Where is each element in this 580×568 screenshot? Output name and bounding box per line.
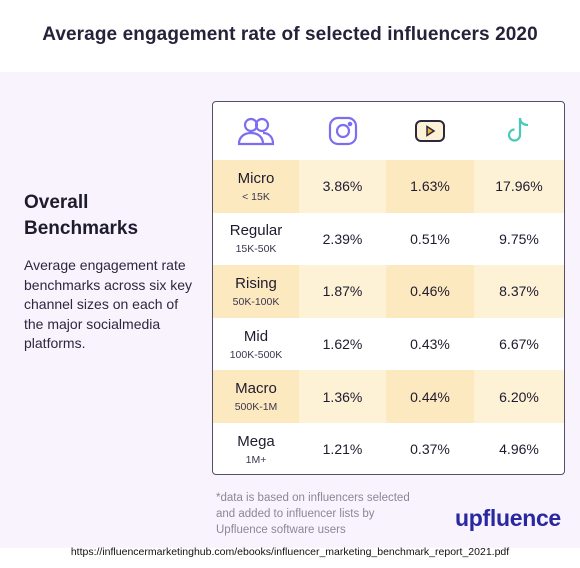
instagram-rate: 1.36% [322, 388, 363, 405]
instagram-rate: 1.21% [322, 441, 363, 458]
size-range: < 15K [242, 190, 270, 203]
table-row: Mega 1M+ 1.21% 0.37% 4.96% [213, 423, 564, 474]
footnote: *data is based on influencers selected a… [216, 492, 410, 536]
youtube-rate: 0.44% [410, 388, 450, 405]
instagram-rate: 3.86% [322, 178, 363, 195]
source-url: https://influencermarketinghub.com/ebook… [70, 546, 510, 558]
instagram-rate: 1.62% [322, 336, 363, 353]
section-heading: Overall Benchmarks [24, 192, 139, 239]
brand-logo: upfluence [455, 505, 561, 531]
instagram-icon [299, 102, 386, 160]
size-label: Mid [243, 327, 269, 345]
size-label: Micro [237, 169, 275, 187]
table-row: Macro 500K-1M 1.36% 0.44% 6.20% [213, 370, 564, 423]
tiktok-rate: 17.96% [495, 178, 543, 195]
instagram-rate: 1.87% [322, 283, 363, 300]
youtube-rate: 1.63% [410, 178, 450, 195]
benchmark-table: Micro < 15K 3.86% 1.63% 17.96% Regular 1… [212, 101, 565, 475]
size-range: 100K-500K [229, 348, 283, 361]
tiktok-rate: 6.20% [499, 388, 539, 405]
tiktok-rate: 4.96% [499, 441, 539, 458]
users-icon [213, 102, 299, 160]
size-range: 50K-100K [232, 295, 280, 308]
size-label: Mega [237, 432, 275, 450]
section-description: Average engagement rate benchmarks acros… [24, 257, 193, 351]
youtube-icon [386, 102, 474, 160]
table-row: Rising 50K-100K 1.87% 0.46% 8.37% [213, 265, 564, 318]
size-range: 500K-1M [234, 401, 278, 414]
platform-icon-row [213, 102, 564, 160]
table-row: Micro < 15K 3.86% 1.63% 17.96% [213, 160, 564, 213]
tiktok-rate: 6.67% [499, 336, 539, 353]
page-title: Average engagement rate of selected infl… [42, 24, 538, 45]
size-label: Regular [229, 222, 283, 240]
tiktok-icon [474, 102, 564, 160]
youtube-rate: 0.46% [410, 283, 450, 300]
youtube-rate: 0.51% [410, 230, 450, 247]
size-label: Macro [235, 380, 277, 398]
size-range: 1M+ [245, 453, 267, 466]
table-row: Mid 100K-500K 1.62% 0.43% 6.67% [213, 318, 564, 371]
tiktok-rate: 9.75% [499, 230, 539, 247]
table-row: Regular 15K-50K 2.39% 0.51% 9.75% [213, 213, 564, 266]
size-label: Rising [235, 274, 277, 292]
youtube-rate: 0.43% [410, 336, 450, 353]
size-range: 15K-50K [235, 243, 277, 256]
instagram-rate: 2.39% [322, 230, 363, 247]
youtube-rate: 0.37% [410, 441, 450, 458]
tiktok-rate: 8.37% [499, 283, 539, 300]
